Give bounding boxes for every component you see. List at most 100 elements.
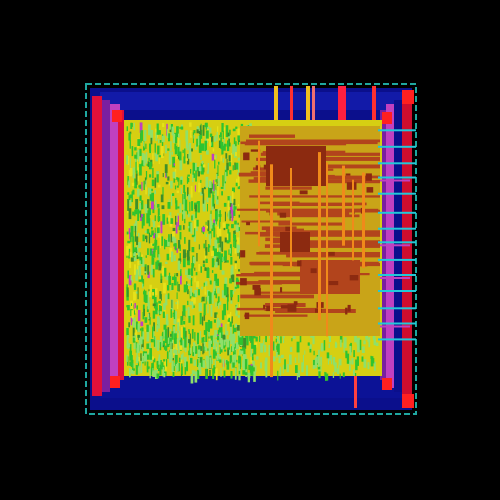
core-cell: [191, 247, 195, 253]
core-cell: [307, 342, 310, 346]
core-cell: [373, 338, 376, 346]
core-cell: [132, 359, 134, 371]
core-cell: [212, 368, 215, 379]
core-cell: [230, 311, 232, 322]
core-cell: [207, 304, 209, 314]
core-cell: [226, 227, 228, 240]
core-cell: [132, 337, 136, 343]
core-cell: [143, 141, 145, 147]
core-cell: [129, 200, 132, 207]
core-cell: [152, 220, 156, 228]
core-cell: [216, 131, 218, 141]
routing-line: [362, 172, 365, 268]
core-cell: [280, 336, 282, 344]
core-cell: [176, 185, 179, 188]
core-cell: [136, 343, 140, 353]
core-cell: [230, 293, 233, 304]
core-cell: [251, 353, 254, 357]
core-cell: [209, 277, 211, 282]
core-cell: [140, 321, 144, 327]
core-cell: [149, 194, 152, 201]
core-cell: [144, 230, 147, 233]
core-cell: [214, 159, 216, 169]
core-cell: [155, 288, 158, 296]
core-cell: [216, 278, 219, 286]
core-cell: [233, 230, 235, 235]
macro-cell: [287, 304, 297, 312]
core-cell: [174, 132, 178, 140]
core-cell: [182, 210, 184, 221]
core-cell: [203, 313, 206, 321]
core-cell: [137, 357, 141, 362]
core-cell: [268, 345, 272, 355]
core-cell: [235, 162, 239, 170]
core-cell: [151, 356, 155, 360]
core-cell: [211, 141, 214, 148]
core-cell: [208, 340, 211, 349]
core-cell: [177, 155, 180, 160]
core-cell: [171, 283, 174, 290]
die-boundary: [85, 83, 417, 415]
core-cell: [354, 373, 357, 377]
core-cell: [196, 359, 199, 367]
core-cell: [370, 356, 374, 367]
core-cell: [138, 242, 142, 248]
core-cell: [154, 239, 158, 245]
core-cell: [149, 234, 152, 237]
macro-bar: [259, 201, 300, 205]
core-cell: [233, 354, 237, 366]
core-cell: [226, 299, 229, 311]
macro-bar: [277, 212, 350, 216]
core-cell: [227, 132, 230, 137]
core-cell: [271, 341, 275, 351]
core-cell: [193, 297, 196, 304]
core-cell: [167, 285, 170, 291]
core-cell: [198, 127, 201, 132]
core-cell: [191, 148, 193, 152]
core-cell: [196, 167, 199, 172]
core-cell: [214, 273, 218, 284]
core-cell: [175, 215, 177, 225]
macro-cell: [293, 301, 298, 305]
macro-bar: [241, 220, 292, 223]
core-cell: [156, 171, 160, 175]
core-cell: [127, 192, 130, 195]
macro-cell: [346, 182, 357, 190]
core-cell: [127, 270, 129, 279]
core-cell: [197, 170, 200, 177]
core-cell: [375, 342, 379, 346]
core-cell: [168, 133, 171, 142]
core-cell: [223, 370, 226, 378]
core-cell: [363, 359, 367, 368]
core-cell: [223, 145, 226, 151]
core-cell: [187, 174, 190, 177]
core-cell: [206, 170, 209, 174]
core-cell: [136, 152, 139, 162]
core-cell: [233, 333, 236, 342]
core-cell: [164, 336, 167, 344]
core-cell: [206, 268, 210, 278]
core-cell: [196, 129, 200, 134]
core-cell: [179, 159, 183, 171]
core-cell: [205, 368, 208, 379]
dense-macro-block: [236, 126, 380, 336]
core-cell: [233, 234, 237, 241]
core-cell: [147, 265, 150, 275]
core-cell: [126, 354, 128, 362]
core-cell: [139, 256, 143, 264]
core-cell: [213, 136, 217, 142]
core-cell: [191, 234, 195, 238]
core-cell: [356, 338, 358, 345]
core-cell: [200, 357, 202, 366]
core-cell: [171, 251, 174, 262]
core-cell: [147, 161, 150, 167]
core-cell: [223, 283, 227, 296]
core-cell: [153, 331, 155, 340]
core-cell: [168, 215, 171, 222]
core-cell: [168, 199, 170, 203]
core-cell: [185, 139, 189, 148]
core-cell: [150, 130, 154, 141]
core-cell: [128, 247, 130, 259]
core-cell: [218, 226, 222, 238]
core-cell: [212, 195, 215, 207]
